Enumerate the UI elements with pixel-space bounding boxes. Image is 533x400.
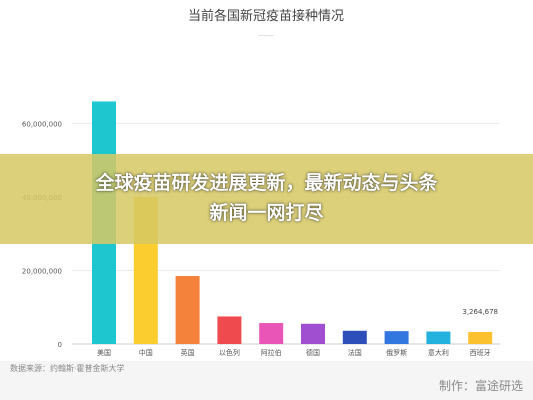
x-tick-label: 中国 xyxy=(139,348,153,357)
headline: 全球疫苗研发进展更新，最新动态与头条 新闻一网打尽 xyxy=(0,168,533,228)
data-labels: 3,264,678 xyxy=(462,308,498,316)
bar-7 xyxy=(384,331,409,344)
bar-3 xyxy=(217,316,242,344)
x-tick-label: 意大利 xyxy=(428,348,449,357)
bar-8 xyxy=(426,331,451,344)
x-tick-label: 西班牙 xyxy=(470,348,491,357)
x-tick-label: 阿拉伯 xyxy=(261,348,282,357)
credit-bar xyxy=(0,361,533,400)
bar-4 xyxy=(259,323,284,344)
data-label: 3,264,678 xyxy=(462,308,498,316)
x-tick-label: 俄罗斯 xyxy=(386,348,407,357)
y-tick-label: 60,000,000 xyxy=(22,121,62,129)
headline-line-2: 新闻一网打尽 xyxy=(209,202,324,224)
bar-2 xyxy=(175,276,200,344)
headline-line-1: 全球疫苗研发进展更新，最新动态与头条 xyxy=(95,172,438,194)
chart-subtitle: ——— xyxy=(259,33,274,39)
x-tick-label: 美国 xyxy=(97,348,111,357)
x-tick-label: 德国 xyxy=(306,348,320,357)
y-tick-label: 20,000,000 xyxy=(22,268,62,276)
watermark: 制作：富途研选 xyxy=(438,379,523,393)
x-tick-label: 英国 xyxy=(181,348,195,357)
chart-title: 当前各国新冠疫苗接种情况 xyxy=(188,8,344,24)
x-axis: 美国 中国 英国 以色列 阿拉伯 德国 法国 俄罗斯 意大利 西班牙 xyxy=(97,348,491,357)
x-tick-label: 法国 xyxy=(348,348,362,357)
x-tick-label: 以色列 xyxy=(219,348,240,357)
bar-6 xyxy=(342,330,367,344)
bar-9 xyxy=(468,332,493,344)
bar-5 xyxy=(301,323,325,344)
headline-banner xyxy=(0,154,533,244)
y-tick-label: 0 xyxy=(58,341,62,349)
data-source: 数据来源：约翰斯·霍普金斯大学 xyxy=(10,364,125,373)
